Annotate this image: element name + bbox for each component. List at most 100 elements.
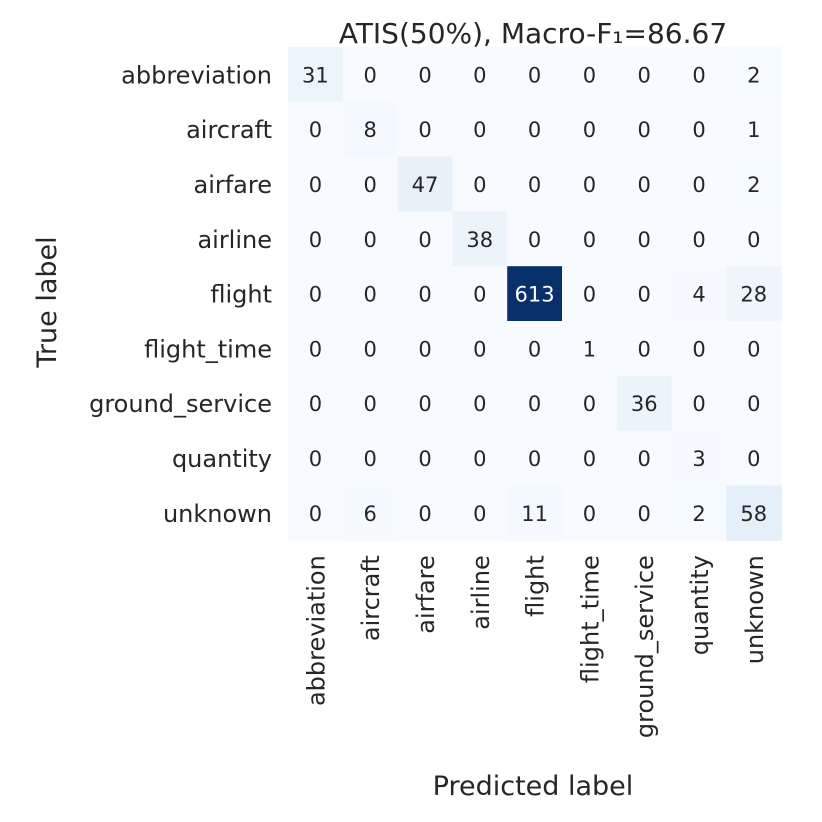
cell-value: 47 [412, 173, 439, 197]
heatmap-cell [342, 101, 399, 158]
cell-value: 0 [309, 392, 322, 416]
x-axis-label: Predicted label [433, 771, 634, 802]
heatmap-cell [507, 321, 563, 377]
heatmap-cell [507, 211, 563, 267]
x-tick-label: flight [522, 555, 550, 617]
heatmap-cell [342, 156, 399, 212]
heatmap-cell [342, 375, 399, 432]
cell-value: 2 [747, 173, 760, 197]
y-axis-ticks: abbreviation aircraft airfare airline flight… [89, 61, 272, 527]
heatmap-grid: 31 0 0 0 0 0 0 0 20 8 0 0 0 0 0 0 10 0 47 0 0 0 0 0 20 0 0 38 0 0 0 0 00… [288, 47, 782, 541]
y-tick-label: flight [210, 281, 272, 309]
chart-title: ATIS(50%), Macro-F₁=86.67 [339, 17, 727, 50]
heatmap-cell [288, 375, 344, 432]
y-tick-label: quantity [172, 445, 272, 473]
heatmap-cell [397, 101, 453, 158]
cell-value: 0 [418, 447, 431, 471]
cell-value: 1 [583, 337, 596, 361]
heatmap-cell [452, 485, 508, 541]
cell-value: 28 [740, 283, 767, 307]
heatmap-cell [507, 47, 563, 103]
heatmap-cell [726, 211, 782, 267]
heatmap-cell [616, 47, 673, 103]
heatmap-cell [562, 485, 618, 541]
cell-value: 0 [528, 173, 541, 197]
heatmap-cell [452, 266, 508, 322]
x-tick-label: unknown [741, 555, 769, 664]
cell-value: 0 [418, 118, 431, 142]
cell-value: 3 [692, 447, 705, 471]
cell-value: 0 [583, 63, 596, 87]
x-tick-label: abbreviation [302, 555, 330, 706]
cell-value: 0 [638, 228, 651, 252]
cell-value: 0 [364, 283, 377, 307]
cell-value: 0 [583, 447, 596, 471]
y-tick-label: abbreviation [121, 61, 272, 89]
x-tick-label: airfare [412, 555, 440, 634]
heatmap-cell [671, 156, 727, 212]
heatmap-cell [452, 156, 508, 212]
heatmap-cell [562, 266, 618, 322]
heatmap-cell [562, 211, 618, 267]
heatmap-cell [397, 47, 453, 103]
heatmap-cell [671, 101, 727, 158]
cell-value: 0 [583, 502, 596, 526]
cell-value: 11 [521, 502, 548, 526]
heatmap-cell [507, 430, 563, 486]
heatmap-cell [562, 375, 618, 432]
heatmap-cell [342, 211, 399, 267]
y-tick-label: ground_service [89, 390, 272, 418]
heatmap-cell [616, 485, 673, 541]
cell-value: 0 [638, 502, 651, 526]
heatmap-cell [288, 47, 344, 103]
cell-value: 0 [309, 447, 322, 471]
heatmap-cell [726, 101, 782, 158]
cell-value: 31 [302, 63, 329, 87]
cell-value: 0 [473, 283, 486, 307]
cell-value: 0 [418, 337, 431, 361]
cell-value: 4 [692, 283, 705, 307]
heatmap-cell [288, 156, 344, 212]
heatmap-cell [397, 485, 453, 541]
cell-value: 0 [583, 173, 596, 197]
heatmap-cell [288, 321, 344, 377]
heatmap-cell [342, 47, 399, 103]
cell-value: 0 [473, 118, 486, 142]
heatmap-cell [452, 321, 508, 377]
cell-value: 0 [528, 228, 541, 252]
cell-value: 0 [638, 447, 651, 471]
cell-value: 0 [418, 228, 431, 252]
cell-value: 0 [309, 228, 322, 252]
cell-value: 0 [309, 283, 322, 307]
cell-value: 2 [747, 63, 760, 87]
cell-value: 0 [364, 447, 377, 471]
heatmap-cell [507, 101, 563, 158]
x-axis-ticks: abbreviation aircraft airfare airline flight… [302, 555, 768, 738]
cell-value: 0 [473, 502, 486, 526]
heatmap-cell [397, 321, 453, 377]
cell-value: 0 [583, 118, 596, 142]
heatmap-cell [397, 211, 453, 267]
heatmap-cell [726, 321, 782, 377]
cell-value: 0 [692, 173, 705, 197]
cell-value: 0 [747, 447, 760, 471]
heatmap-cell [562, 156, 618, 212]
heatmap-cell [616, 430, 673, 486]
cell-value: 0 [418, 502, 431, 526]
heatmap-cell [507, 485, 563, 541]
heatmap-cell [671, 321, 727, 377]
heatmap-cell [452, 101, 508, 158]
heatmap-cell [452, 211, 508, 267]
cell-value: 0 [638, 283, 651, 307]
cell-value: 0 [747, 392, 760, 416]
cell-value: 2 [692, 502, 705, 526]
heatmap-cell [342, 266, 399, 322]
cell-value: 0 [309, 337, 322, 361]
cell-value: 0 [528, 447, 541, 471]
cell-value: 0 [583, 283, 596, 307]
heatmap-cell [562, 101, 618, 158]
heatmap-cell [452, 375, 508, 432]
heatmap-cell [342, 321, 399, 377]
cell-value: 0 [309, 502, 322, 526]
x-tick-label: quantity [686, 555, 714, 655]
